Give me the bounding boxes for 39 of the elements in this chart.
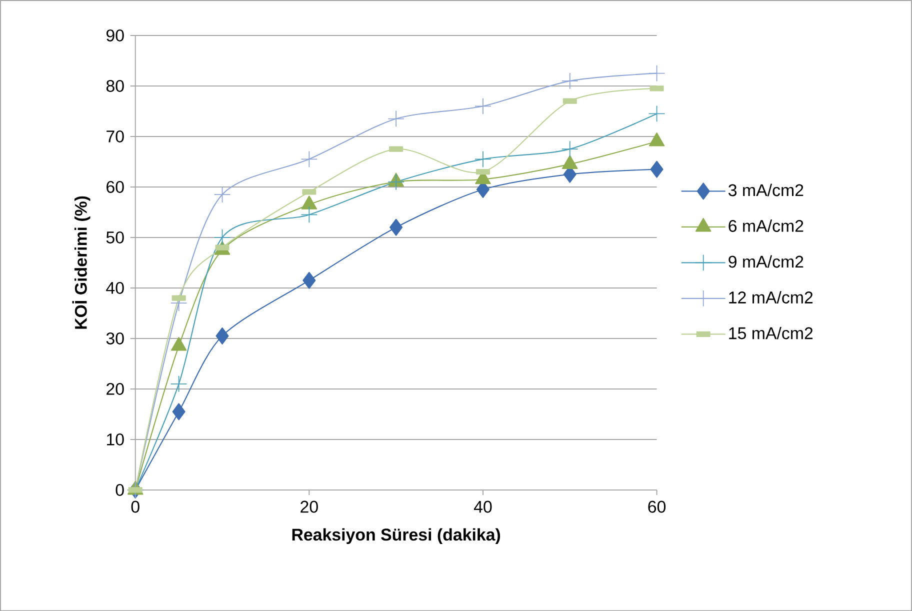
y-tick-label: 80 — [106, 80, 124, 92]
point — [216, 327, 229, 344]
point — [650, 160, 664, 178]
y-axis-title: KOİ Giderimi (%) — [72, 196, 90, 329]
point — [388, 173, 404, 190]
y-tick-label: 90 — [106, 29, 124, 42]
y-tick-label: 50 — [106, 231, 124, 244]
legend-label: 12 mA/cm2 — [729, 290, 813, 304]
y-tick-label: 10 — [107, 433, 124, 446]
point — [300, 206, 318, 223]
x-tick-label: 20 — [300, 500, 318, 513]
point — [214, 186, 231, 203]
y-tick-label: 70 — [106, 130, 124, 142]
point — [388, 110, 404, 128]
x-tick-label: 40 — [474, 500, 492, 513]
point — [214, 228, 231, 246]
point — [300, 150, 318, 168]
point — [648, 105, 666, 122]
x-tick-label: 60 — [648, 500, 666, 513]
point — [561, 72, 578, 90]
legend-label: 6 mA/cm2 — [728, 219, 804, 232]
y-tick-label: 60 — [106, 180, 124, 193]
legend-label: 9 mA/cm2 — [728, 255, 804, 268]
legend-label: 15 mA/cm2 — [729, 326, 813, 340]
point — [474, 150, 492, 168]
point — [170, 375, 188, 392]
x-axis-title: Reaksiyon Süresi (dakika) — [292, 528, 500, 544]
y-tick-label: 40 — [106, 282, 124, 294]
y-tick-label: 20 — [106, 382, 124, 395]
y-tick-label: 0 — [116, 484, 124, 496]
point — [648, 64, 666, 82]
point — [561, 140, 578, 158]
legend-label: 3 mA/cm2 — [728, 184, 804, 196]
point — [474, 98, 492, 114]
y-tick-label: 30 — [106, 332, 124, 344]
point — [302, 272, 316, 289]
x-tick-label: 0 — [131, 500, 140, 513]
point — [172, 403, 186, 420]
point — [390, 218, 403, 236]
